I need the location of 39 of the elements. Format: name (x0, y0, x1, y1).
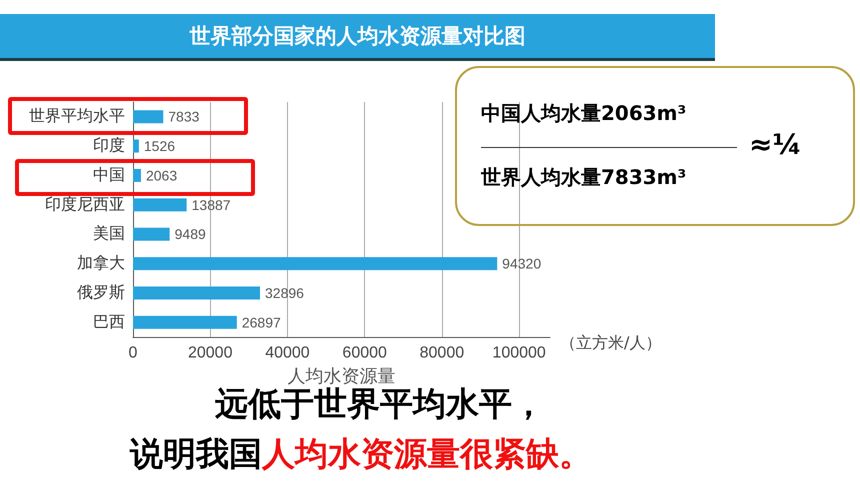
y-tick-label: 印度 (93, 136, 125, 155)
x-tick-label: 20000 (188, 344, 233, 362)
bar (133, 140, 139, 153)
text: 说明我国 (130, 434, 262, 473)
annotation: 中国人均水量2063m³ (481, 100, 686, 127)
text: 人均水资源量很紧缺。 (262, 434, 592, 473)
x-tick-label: 40000 (265, 344, 310, 362)
text: 远低于世界平均水平， (215, 384, 545, 425)
bar (133, 110, 164, 124)
bar (133, 316, 237, 329)
y-tick-label: 世界平均水平 (29, 107, 125, 126)
x-axis-title: 人均水资源量 (288, 366, 396, 386)
x-tick-label: 100000 (492, 344, 546, 362)
bar (133, 286, 260, 300)
data-label: 7833 (168, 108, 200, 125)
data-label: 9489 (174, 226, 206, 242)
data-label: 32896 (265, 284, 304, 301)
y-tick-label: 印度尼西亚 (45, 195, 125, 214)
x-tick-label: 80000 (420, 344, 464, 362)
annotation: 世界人均水量7833m³ (481, 164, 686, 191)
data-label: 13887 (192, 196, 231, 213)
y-tick-label: 加拿大 (77, 254, 125, 272)
text: ≈¼ (749, 128, 802, 161)
data-label: 94320 (502, 256, 542, 272)
data-label: 2063 (146, 167, 178, 184)
bar (133, 168, 141, 182)
x-tick-label: 60000 (342, 344, 388, 362)
y-tick-label: 俄罗斯 (77, 283, 125, 302)
y-tick-label: 美国 (93, 224, 125, 243)
bar (133, 198, 187, 212)
bar (133, 228, 170, 241)
y-tick-label: 巴西 (93, 314, 125, 331)
y-tick-label: 中国 (93, 166, 125, 184)
bar (133, 257, 498, 270)
data-label: 26897 (242, 314, 281, 330)
x-tick-label: 0 (128, 344, 138, 362)
text: （立方米/人） (560, 333, 662, 354)
chart-title: 世界部分国家的人均水资源量对比图 (0, 14, 715, 61)
data-label: 1526 (144, 138, 176, 154)
